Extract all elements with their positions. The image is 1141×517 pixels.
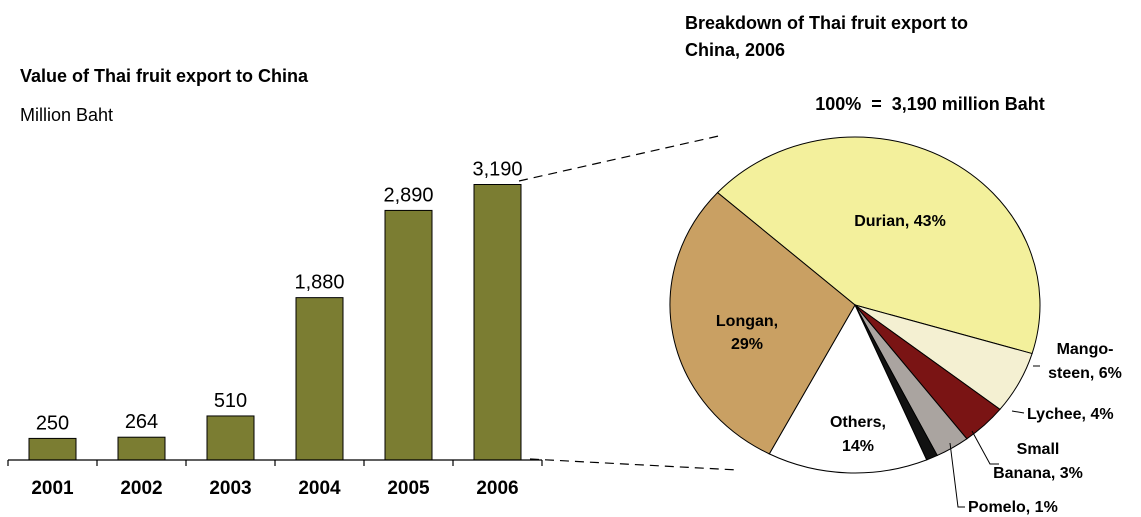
pie-slice-durian: [716, 136, 1041, 355]
connector-line-top: [518, 134, 724, 182]
bar-2001: [28, 437, 77, 461]
bar-2005: [384, 209, 433, 461]
x-axis: 2001 2002 2003 2004 2005 2006: [7, 459, 543, 499]
slice-label-banana-line1: Small: [1017, 441, 1060, 458]
x-tick-label-2001: 2001: [31, 478, 74, 499]
bar-chart-title: Value of Thai fruit export to China: [20, 66, 309, 86]
slice-label-pomelo: Pomelo, 1%: [968, 499, 1058, 516]
slice-label-others-line1: Others,: [830, 414, 886, 431]
slice-label-longan-line2: 29%: [731, 336, 763, 353]
x-tick-label-2004: 2004: [298, 478, 341, 499]
slice-label-mangosteen-line2: steen, 6%: [1048, 365, 1122, 382]
bar-value-label-2004: 1,880: [294, 272, 344, 294]
pie-total-label: 100% = 3,190 million Baht: [815, 94, 1045, 114]
slice-label-durian: Durian, 43%: [854, 213, 946, 230]
pie-slices: [669, 136, 1041, 474]
slice-label-lychee: Lychee, 4%: [1027, 406, 1114, 423]
bar-2004: [295, 297, 344, 461]
bar-series: 250 264 510 1,880 2,890 3,190: [28, 159, 523, 461]
leader-line-lychee: [1011, 410, 1025, 414]
slice-label-longan-line1: Longan,: [716, 313, 778, 330]
pie-slice-longan: [669, 191, 856, 455]
bar-value-label-2003: 510: [214, 390, 247, 412]
slice-label-banana-line2: Banana, 3%: [993, 465, 1083, 482]
slice-label-others-line2: 14%: [842, 438, 874, 455]
leader-line-pomelo: [949, 442, 965, 508]
pie-chart-title-line1: Breakdown of Thai fruit export to: [685, 13, 968, 33]
bar-value-label-2002: 264: [125, 411, 158, 433]
bar-2006: [473, 184, 522, 461]
x-tick-label-2006: 2006: [476, 478, 518, 499]
bar-value-label-2006: 3,190: [472, 159, 522, 181]
x-tick-label-2002: 2002: [120, 478, 162, 499]
x-tick-label-2005: 2005: [387, 478, 430, 499]
bar-2002: [117, 436, 166, 461]
x-tick-label-2003: 2003: [209, 478, 251, 499]
bar-2003: [206, 415, 255, 461]
bar-chart-subtitle: Million Baht: [20, 105, 113, 125]
connector-line-bottom: [529, 458, 739, 471]
pie-slice-others: [768, 303, 928, 474]
leader-line-banana: [971, 430, 999, 465]
bar-value-label-2005: 2,890: [383, 184, 433, 206]
slice-label-mangosteen-line1: Mango-: [1057, 341, 1114, 358]
pie-chart-title-line2: China, 2006: [685, 40, 785, 60]
bar-value-label-2001: 250: [36, 412, 69, 434]
